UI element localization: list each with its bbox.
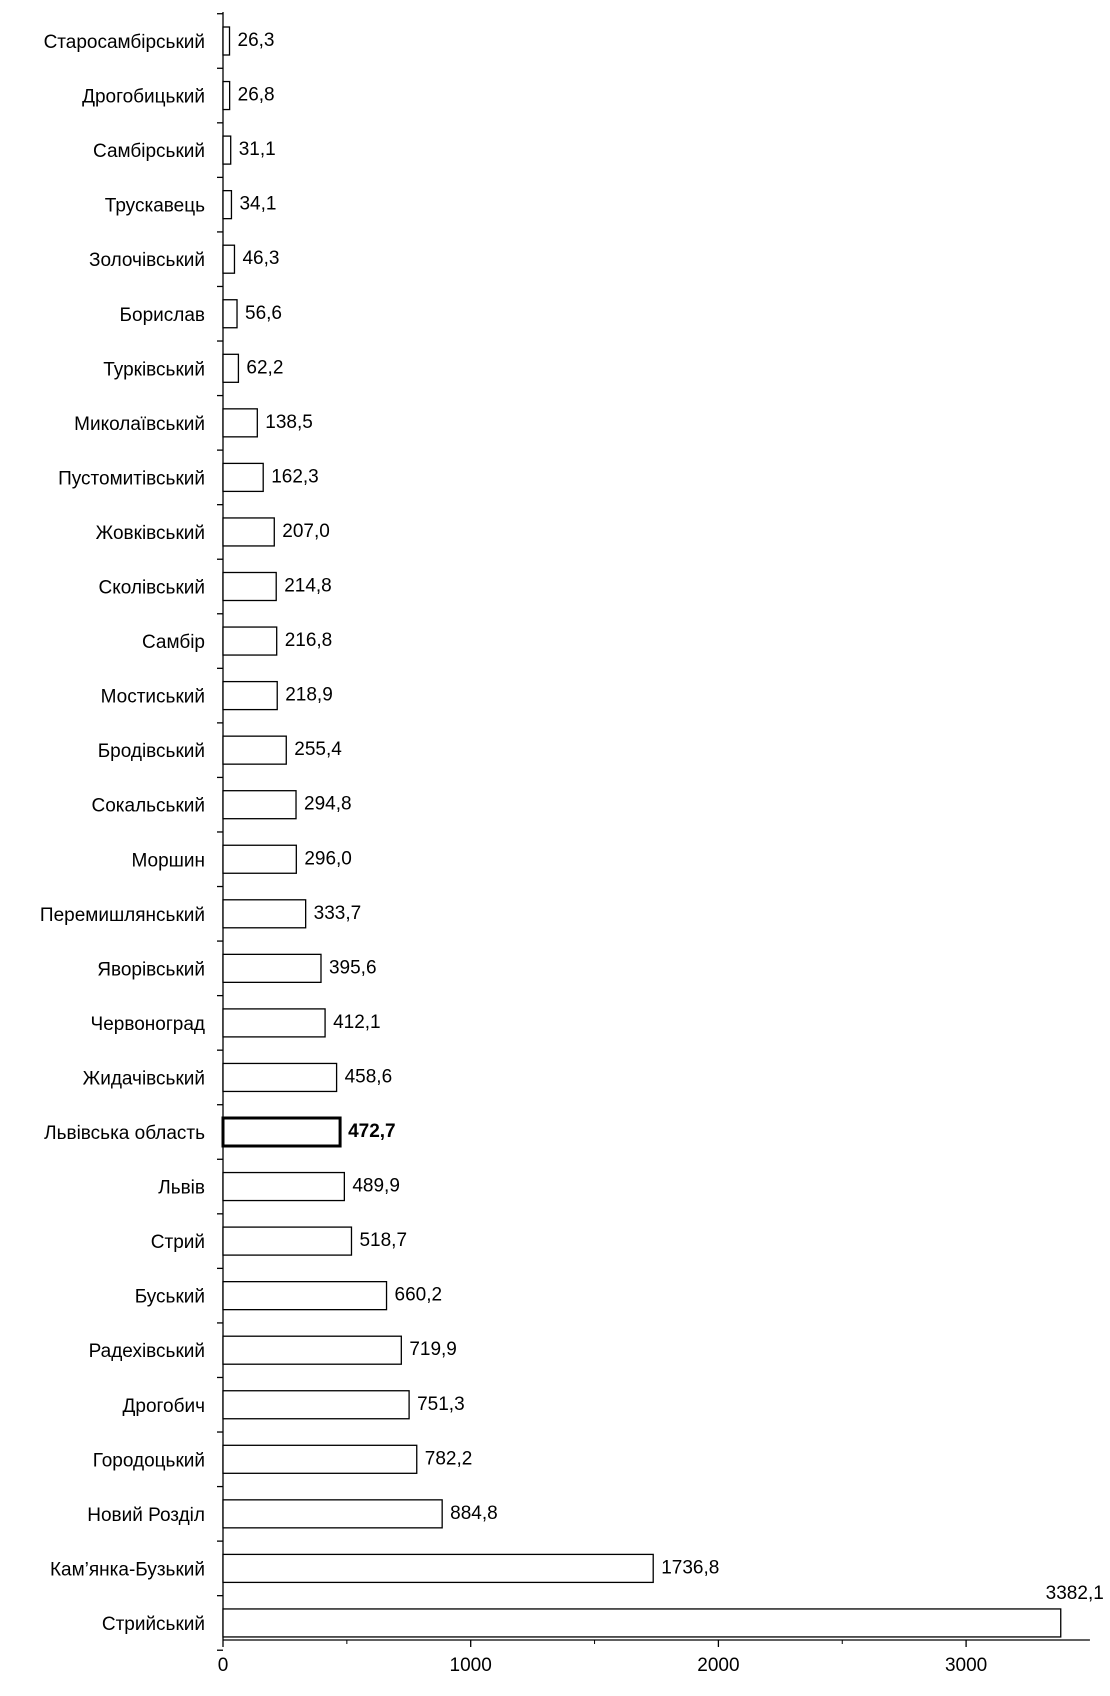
value-label: 26,3 [238,30,275,51]
category-label: Городоцький [93,1450,205,1471]
category-label: Буський [135,1287,205,1308]
value-label: 395,6 [329,957,377,978]
value-label: 138,5 [265,412,313,433]
value-label: 46,3 [242,248,279,269]
category-label: Жидачівський [83,1068,205,1089]
bar [222,1226,353,1256]
value-label: 207,0 [282,521,330,542]
category-label: Самбірський [93,141,205,162]
value-label: 56,6 [245,303,282,324]
category-label: Дрогобич [123,1396,205,1417]
category-label: Миколаївський [74,414,205,435]
bar [222,189,233,220]
category-label: Мостиський [101,687,205,708]
category-label: Червоноград [91,1014,205,1035]
axes [217,12,1090,1651]
bar [222,517,275,547]
value-label: 1736,8 [661,1557,719,1578]
bar [222,953,322,983]
x-tick-label: 3000 [945,1655,987,1676]
bar [222,299,238,329]
bar [222,244,236,274]
category-label: Кам’янка-Бузький [50,1559,205,1580]
value-label: 660,2 [395,1285,443,1306]
category-label: Жовківський [96,523,205,544]
value-label: 218,9 [285,685,333,706]
category-label: Самбір [142,632,205,653]
category-label: Стрийський [102,1614,205,1635]
bar [222,408,258,438]
category-label: Борислав [120,305,205,326]
value-label: 412,1 [333,1012,381,1033]
category-label: Моршин [131,850,205,871]
bar [222,1390,410,1420]
category-label: Яворівський [97,959,205,980]
category-label: Львів [158,1178,205,1199]
category-label: Сокальський [91,796,205,817]
bar [222,571,277,602]
bar [222,899,307,929]
category-label: Бродівський [98,741,205,762]
bar [222,135,232,165]
bar [222,1008,326,1038]
category-label: Дрогобицький [82,87,205,108]
category-label: Львівська область [44,1123,205,1144]
value-label: 472,7 [348,1121,396,1142]
bar [222,353,240,383]
x-tick-label: 0 [218,1655,229,1676]
category-label: Трускавець [105,196,205,217]
bar [222,1335,402,1365]
category-label: Новий Розділ [87,1505,205,1526]
bar [222,1281,388,1311]
value-label: 518,7 [359,1230,407,1251]
value-label: 216,8 [285,630,333,651]
category-label: Перемишлянський [40,905,205,926]
value-label: 162,3 [271,466,319,487]
bar [222,680,278,711]
bars [221,26,1062,1638]
category-label: Радехівський [89,1341,205,1362]
value-label: 31,1 [239,139,276,160]
value-label: 3382,1 [1046,1583,1104,1604]
value-label: 782,2 [425,1448,473,1469]
value-label: 458,6 [345,1066,393,1087]
value-label: 294,8 [304,794,352,815]
category-label: Турківський [103,359,205,380]
value-label: 62,2 [246,357,283,378]
bar [221,1116,342,1148]
x-tick-label: 1000 [450,1655,492,1676]
bar [222,80,231,111]
bar [222,790,297,820]
value-label: 255,4 [294,739,342,760]
value-label: 26,8 [238,85,275,106]
bar [222,626,278,656]
value-label: 489,9 [352,1176,400,1197]
x-tick-label: 2000 [697,1655,739,1676]
category-label: Стрий [151,1232,205,1253]
bar [222,26,231,56]
category-label: Пустомитівський [58,468,205,489]
value-label: 34,1 [239,194,276,215]
bar [222,844,297,874]
category-label: Сколівський [98,578,205,599]
bar [222,1444,418,1474]
value-label: 214,8 [284,576,332,597]
bar [222,1499,443,1529]
value-label: 296,0 [304,848,352,869]
value-label: 719,9 [409,1339,457,1360]
category-label: Золочівський [89,250,205,271]
labels: 0 1000 2000 3000 Старосамбірський 26,3 Дрогоби… [40,30,1104,1676]
bar [222,1553,654,1584]
value-label: 884,8 [450,1503,498,1524]
category-label: Старосамбірський [44,32,205,53]
bar [222,735,287,765]
bar [222,1608,1062,1638]
bar [222,1171,345,1202]
value-label: 751,3 [417,1394,465,1415]
bar [222,1062,338,1093]
bar [222,462,264,493]
value-label: 333,7 [314,903,362,924]
